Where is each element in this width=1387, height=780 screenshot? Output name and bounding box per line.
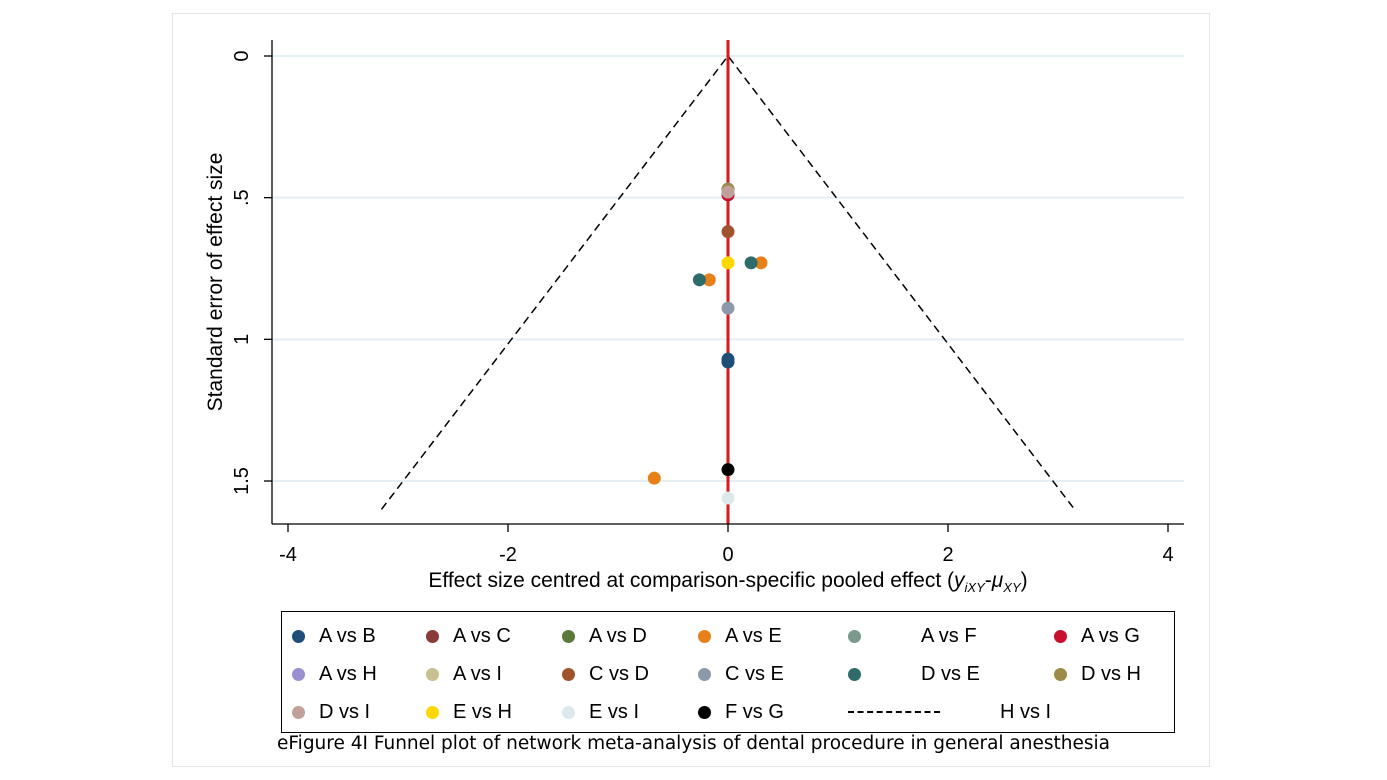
legend-dash-line [848, 711, 940, 713]
y-axis-label: Standard error of effect size [204, 153, 227, 412]
legend-marker [426, 629, 439, 643]
x-tick-label: 4 [1162, 544, 1173, 566]
legend-item: F vs G [698, 697, 784, 727]
x-axis-label-y-sub: iXY [964, 580, 985, 596]
legend-label: C vs D [589, 662, 649, 685]
data-point [721, 301, 735, 315]
data-point [721, 355, 735, 369]
legend-item: E vs H [426, 697, 512, 727]
legend-item: D vs E [848, 659, 980, 689]
legend-marker [562, 667, 575, 681]
legend-item: A vs E [698, 621, 782, 651]
legend-item: E vs I [562, 697, 639, 727]
funnel-lines [380, 54, 1076, 510]
legend-item: A vs F [848, 621, 977, 651]
x-axis-label-close: ) [1020, 569, 1028, 592]
legend-item: A vs G [1054, 621, 1140, 651]
data-point [721, 225, 735, 239]
legend-marker [292, 629, 305, 643]
legend-label: D vs E [921, 662, 980, 685]
legend-marker [1054, 667, 1067, 681]
x-axis-label-dash: - [984, 569, 992, 592]
figure-frame [172, 13, 1210, 767]
legend-marker [698, 667, 711, 681]
data-point [744, 256, 758, 270]
x-tick-label: 0 [722, 544, 733, 566]
legend-label: A vs E [725, 624, 782, 647]
legend-marker [562, 705, 575, 719]
legend-item: A vs H [292, 659, 377, 689]
data-point [721, 463, 735, 477]
legend-item: D vs H [1054, 659, 1141, 689]
legend-item: A vs D [562, 621, 647, 651]
legend-item: A vs I [426, 659, 502, 689]
legend-label: A vs H [319, 662, 377, 685]
legend-marker [426, 705, 439, 719]
x-tick-label: -4 [279, 544, 297, 566]
legend-label: A vs I [453, 662, 502, 685]
data-point [647, 471, 661, 485]
legend-label: D vs I [319, 700, 371, 723]
legend-marker [292, 667, 305, 681]
legend-item: A vs C [426, 621, 511, 651]
y-tick-label: .5 [231, 189, 253, 206]
legend-label: E vs H [453, 700, 512, 723]
legend-marker [426, 667, 439, 681]
x-axis-label-text: Effect size centred at comparison-specif… [428, 569, 942, 592]
data-point [692, 273, 706, 287]
x-axis-label: Effect size centred at comparison-specif… [288, 569, 1168, 597]
legend-item: C vs D [562, 659, 649, 689]
y-tick-label: 1.5 [231, 467, 253, 495]
legend-label: H vs I [1000, 700, 1052, 723]
x-axis-label-y: y [954, 569, 965, 592]
legend-marker [698, 705, 711, 719]
x-tick-label: 2 [942, 544, 953, 566]
legend-marker [562, 629, 575, 643]
x-axis-label-open: ( [947, 569, 955, 592]
legend-item: H vs I [848, 697, 1051, 727]
legend-item: A vs B [292, 621, 376, 651]
legend-label: F vs G [725, 700, 784, 723]
legend-label: A vs D [589, 624, 647, 647]
data-point [702, 273, 716, 287]
funnel-line [380, 54, 1076, 510]
data-point [721, 491, 735, 505]
legend: A vs B A vs C A vs D A vs E A vs F A vs G A vs… [281, 611, 1175, 733]
y-tick-label: 1 [231, 334, 253, 345]
data-point [721, 256, 735, 270]
legend-marker [1054, 629, 1067, 643]
legend-item: D vs I [292, 697, 370, 727]
legend-marker [848, 667, 861, 681]
y-tick-label: 0 [231, 50, 253, 61]
legend-marker [848, 629, 861, 643]
legend-label: A vs B [319, 624, 376, 647]
x-axis-label-mu: μ [991, 569, 1004, 592]
legend-label: A vs G [1081, 624, 1140, 647]
legend-marker [292, 705, 305, 719]
legend-label: D vs H [1081, 662, 1141, 685]
legend-label: E vs I [589, 700, 640, 723]
legend-item: C vs E [698, 659, 784, 689]
legend-label: C vs E [725, 662, 784, 685]
data-point [721, 185, 735, 199]
legend-marker [698, 629, 711, 643]
x-tick-label: -2 [499, 544, 517, 566]
data-points [647, 182, 768, 505]
figure-caption: eFigure 4I Funnel plot of network meta-a… [277, 733, 1110, 754]
legend-label: A vs C [453, 624, 511, 647]
x-axis-label-mu-sub: XY [1003, 580, 1021, 596]
legend-label: A vs F [921, 624, 977, 647]
data-point [754, 256, 768, 270]
axes: 0 .5 1 1.5 -4 -2 0 2 4 [231, 40, 1184, 566]
